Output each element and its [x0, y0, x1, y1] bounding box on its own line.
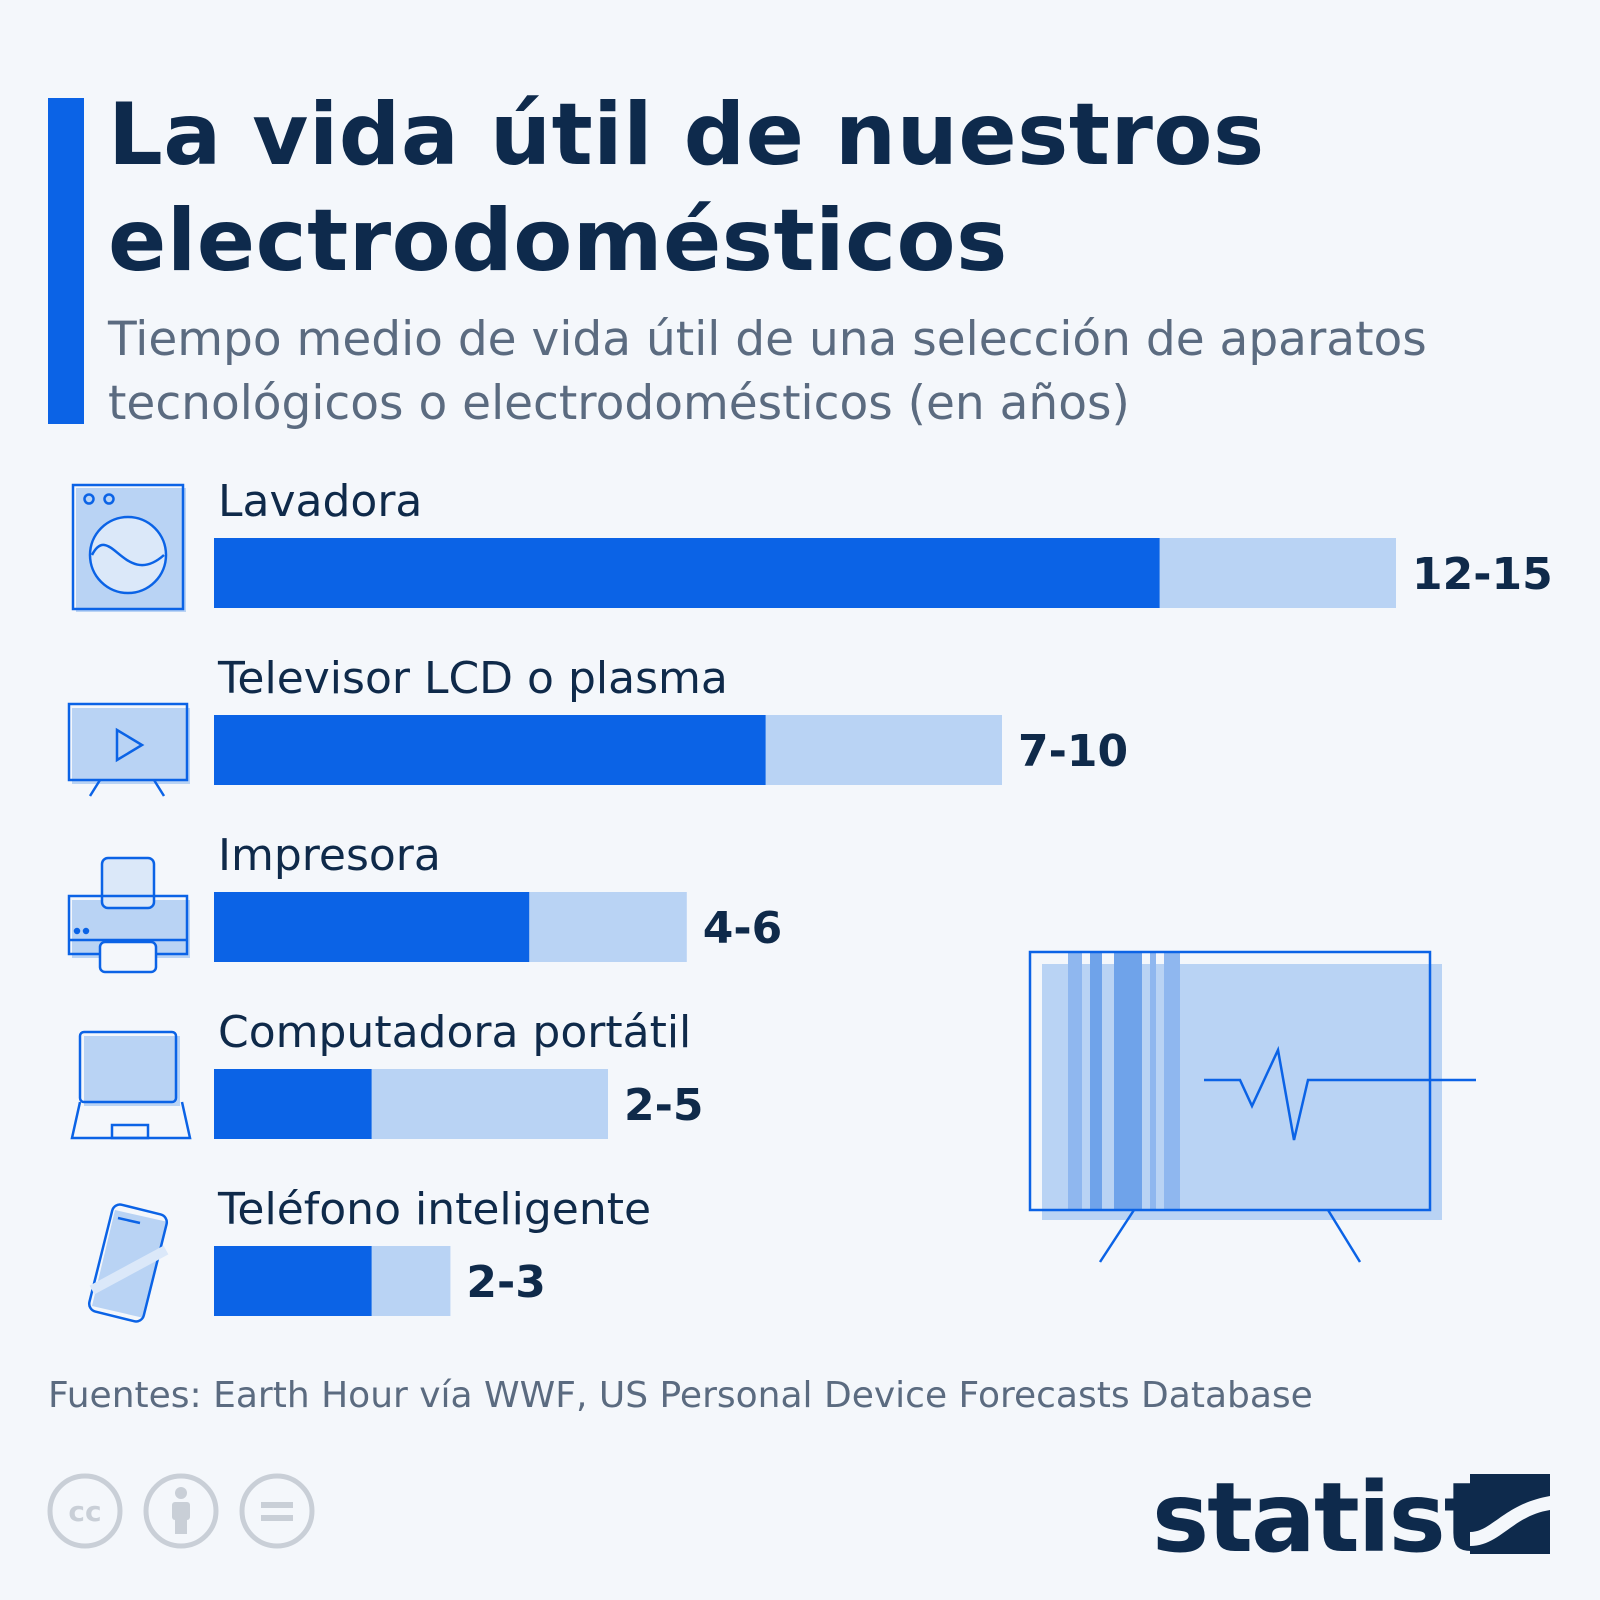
category-label: Computadora portátil [218, 1007, 691, 1058]
data-label: 2-5 [624, 1080, 704, 1131]
cc-icon[interactable]: cc [46, 1472, 124, 1550]
bar-min [214, 1246, 372, 1316]
no-derivatives-icon[interactable] [238, 1472, 316, 1550]
license-icons: cc [46, 1472, 316, 1550]
statista-logo[interactable] [1470, 1474, 1550, 1554]
data-label: 4-6 [703, 903, 783, 954]
chart-subtitle: Tiempo medio de vida útil de una selecci… [108, 312, 1427, 431]
category-label: Impresora [218, 830, 441, 881]
data-label: 7-10 [1018, 726, 1128, 777]
svg-text:cc: cc [68, 1495, 101, 1528]
category-label: Televisor LCD o plasma [217, 653, 728, 704]
washing-machine-icon [71, 483, 186, 612]
attribution-icon[interactable] [142, 1472, 220, 1550]
bar-min [214, 892, 530, 962]
data-label: 12-15 [1412, 549, 1553, 600]
tv-icon [67, 702, 190, 797]
source-note: Fuentes: Earth Hour vía WWF, US Personal… [48, 1375, 1313, 1416]
category-label: Lavadora [218, 476, 422, 527]
bars-layer: Lavadora 12-15 Televisor LCD o plasma 7-10 I… [214, 476, 1553, 1316]
chart-title: La vida útil de nuestros electrodoméstic… [108, 85, 1265, 291]
laptop-icon [70, 1030, 192, 1140]
smartphone-icon [87, 1203, 169, 1323]
tv-illustration-icon [1028, 950, 1476, 1263]
bar-min [214, 715, 766, 785]
category-label: Teléfono inteligente [217, 1184, 651, 1235]
data-label: 2-3 [466, 1257, 546, 1308]
title-accent-bar [48, 98, 84, 424]
printer-icon [67, 856, 190, 974]
bar-min [214, 1069, 372, 1139]
bar-min [214, 538, 1160, 608]
